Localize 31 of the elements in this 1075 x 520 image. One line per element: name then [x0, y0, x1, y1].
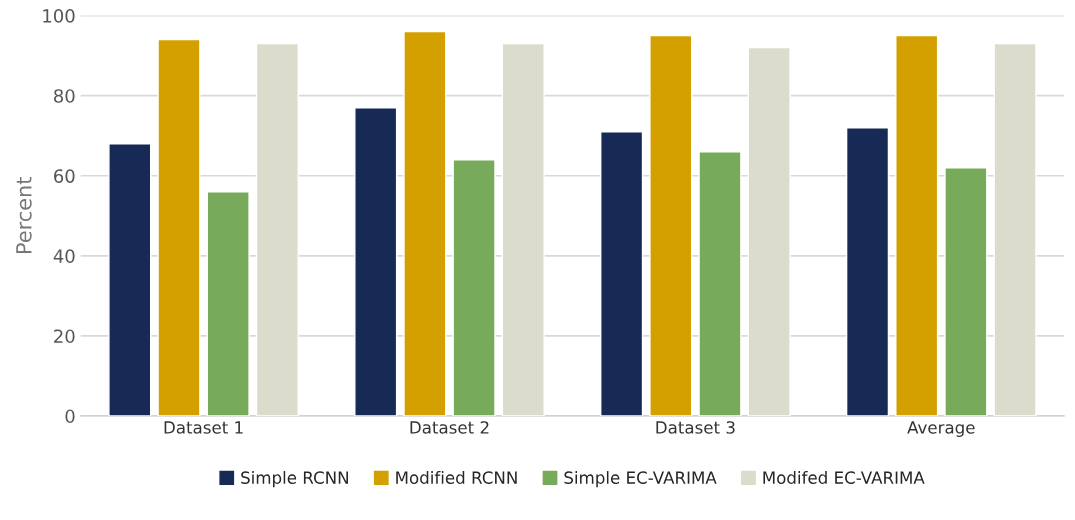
bar [206, 191, 250, 416]
y-tick-label: 100 [43, 9, 75, 23]
y-tick-label: 0 [65, 409, 75, 424]
bar [747, 46, 791, 416]
bar [108, 143, 152, 416]
bar [600, 131, 644, 416]
legend-label: Modifed EC-VARIMA [763, 471, 925, 484]
x-tick-label: Dataset 3 [656, 421, 735, 434]
bar [157, 38, 201, 416]
legend-label: Modified RCNN [396, 471, 517, 484]
legend-label: Simple RCNN [241, 471, 348, 488]
legend-label: Simple EC-VARIMA [564, 471, 717, 488]
y-tick-label: 40 [53, 249, 75, 263]
y-axis-title: Percent [16, 177, 32, 253]
x-tick-label: Average [907, 421, 975, 437]
bar [501, 42, 545, 416]
bar [993, 42, 1037, 416]
bar [403, 30, 447, 416]
x-tick-label: Dataset 2 [410, 421, 489, 434]
bar [354, 106, 398, 416]
bar [452, 159, 496, 416]
y-tick-label: 80 [54, 89, 75, 103]
bar [255, 42, 299, 416]
y-tick-label: 20 [54, 329, 75, 344]
bar [845, 127, 890, 416]
x-tick-label: Dataset 1 [164, 421, 243, 434]
y-tick-label: 60 [54, 169, 75, 183]
bar [895, 34, 939, 416]
bar [944, 167, 988, 416]
bar [649, 34, 693, 416]
bar [698, 151, 742, 416]
